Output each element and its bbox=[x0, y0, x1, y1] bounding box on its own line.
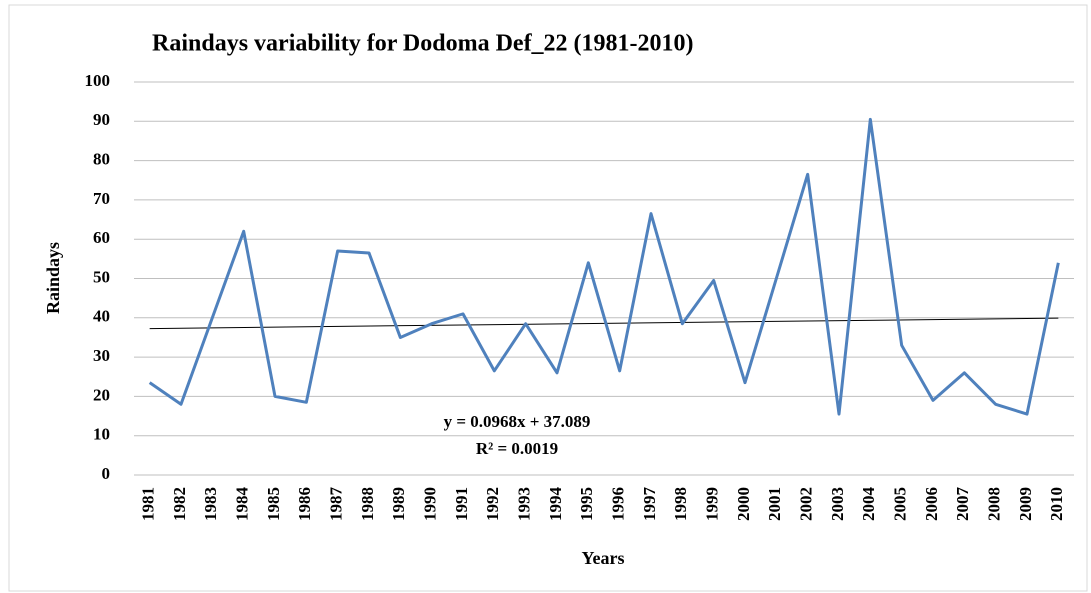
x-tick-label: 1997 bbox=[640, 487, 659, 522]
x-tick-label: 1992 bbox=[483, 487, 502, 521]
y-tick-label: 90 bbox=[93, 110, 110, 129]
trend-line bbox=[149, 317, 1059, 330]
x-tick-label: 2007 bbox=[953, 487, 972, 522]
x-tick-label: 1998 bbox=[671, 487, 690, 521]
y-tick-label: 70 bbox=[93, 189, 110, 208]
x-axis-label: Years bbox=[582, 548, 625, 568]
x-tick-label: 1993 bbox=[515, 487, 534, 521]
x-tick-label: 2010 bbox=[1047, 487, 1066, 521]
x-tick-label: 1981 bbox=[139, 487, 158, 521]
x-tick-label: 1990 bbox=[421, 487, 440, 521]
x-tick-label: 1986 bbox=[295, 487, 314, 521]
x-tick-label: 2002 bbox=[797, 487, 816, 521]
x-tick-label: 1983 bbox=[201, 487, 220, 521]
series-line bbox=[148, 117, 1060, 416]
x-tick-label: 2000 bbox=[734, 487, 753, 521]
x-tick-label: 1985 bbox=[264, 487, 283, 521]
x-tick-label: 1982 bbox=[170, 487, 189, 521]
chart-title: Raindays variability for Dodoma Def_22 (… bbox=[152, 31, 694, 57]
y-tick-label: 60 bbox=[93, 228, 110, 247]
x-tick-label: 2001 bbox=[765, 487, 784, 521]
y-tick-label: 50 bbox=[93, 267, 110, 286]
y-tick-label: 40 bbox=[93, 307, 110, 326]
y-tick-label: 30 bbox=[93, 346, 110, 365]
y-tick-label: 0 bbox=[102, 464, 111, 483]
x-tick-label: 1996 bbox=[609, 487, 628, 521]
y-tick-label: 10 bbox=[93, 425, 110, 444]
x-tick-label: 2008 bbox=[985, 487, 1004, 521]
y-axis-label: Raindays bbox=[43, 242, 63, 314]
x-tick-label: 1988 bbox=[358, 487, 377, 521]
x-tick-label: 1989 bbox=[389, 487, 408, 521]
x-tick-label: 1994 bbox=[546, 487, 565, 522]
chart-frame bbox=[8, 4, 1088, 592]
x-tick-label: 2004 bbox=[859, 487, 878, 522]
x-tick-label: 2003 bbox=[828, 487, 847, 521]
x-tick-label: 1999 bbox=[703, 487, 722, 521]
trend-r-squared: R² = 0.0019 bbox=[476, 439, 558, 458]
x-tick-label: 1995 bbox=[577, 487, 596, 521]
x-tick-label: 2005 bbox=[891, 487, 910, 521]
trend-equation: y = 0.0968x + 37.089 bbox=[444, 412, 591, 431]
x-tick-label: 2006 bbox=[922, 487, 941, 521]
x-tick-label: 1984 bbox=[233, 487, 252, 522]
x-tick-label: 2009 bbox=[1016, 487, 1035, 521]
x-tick-label: 1987 bbox=[327, 487, 346, 522]
x-tick-label: 1991 bbox=[452, 487, 471, 521]
y-tick-label: 20 bbox=[93, 385, 110, 404]
y-tick-label: 80 bbox=[93, 150, 110, 169]
y-tick-label: 100 bbox=[85, 71, 111, 90]
